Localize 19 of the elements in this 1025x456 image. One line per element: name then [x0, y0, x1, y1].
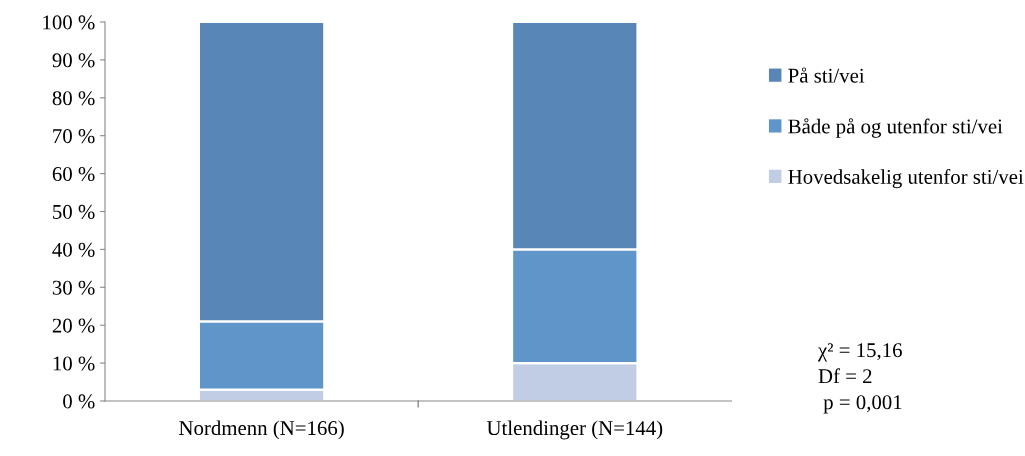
legend-label: På sti/vei [788, 67, 865, 83]
y-tick-label: 60 % [52, 166, 95, 182]
x-tick-label: Nordmenn (N=166) [179, 420, 344, 440]
y-tick-label: 80 % [52, 91, 95, 106]
y-tick-label: 20 % [52, 318, 95, 333]
legend-label: Både på og utenfor sti/vei [788, 118, 1003, 138]
text: χ² = 15,16 [817, 343, 902, 362]
x-tick-label: Utlendinger (N=144) [486, 420, 663, 440]
y-tick-label: 10 % [53, 356, 95, 371]
y-tick-label: 100 % [43, 15, 95, 30]
y-tick-label: 0 % [63, 394, 95, 409]
y-tick-label: 70 % [53, 129, 95, 144]
y-tick-label: 90 % [52, 53, 95, 68]
text: p = 0,001 [823, 395, 902, 414]
legend-label: Hovedsakelig utenfor sti/vei [788, 169, 1024, 189]
y-tick-label: 40 % [52, 242, 95, 257]
text: Df = 2 [818, 368, 872, 384]
y-tick-label: 30 % [52, 280, 95, 295]
y-tick-label: 50 % [53, 204, 95, 219]
